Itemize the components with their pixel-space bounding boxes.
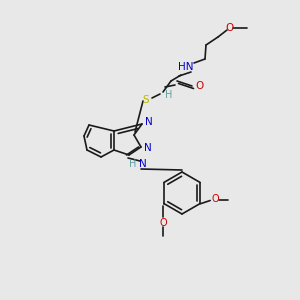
- Text: N: N: [139, 159, 147, 169]
- Text: N: N: [145, 117, 153, 127]
- Text: O: O: [212, 194, 219, 205]
- Text: H: H: [165, 90, 173, 100]
- Text: S: S: [143, 95, 149, 105]
- Text: HN: HN: [178, 62, 194, 72]
- Text: N: N: [144, 143, 152, 153]
- Text: O: O: [195, 81, 203, 91]
- Text: O: O: [159, 218, 166, 227]
- Text: H: H: [129, 159, 137, 169]
- Text: O: O: [226, 23, 234, 33]
